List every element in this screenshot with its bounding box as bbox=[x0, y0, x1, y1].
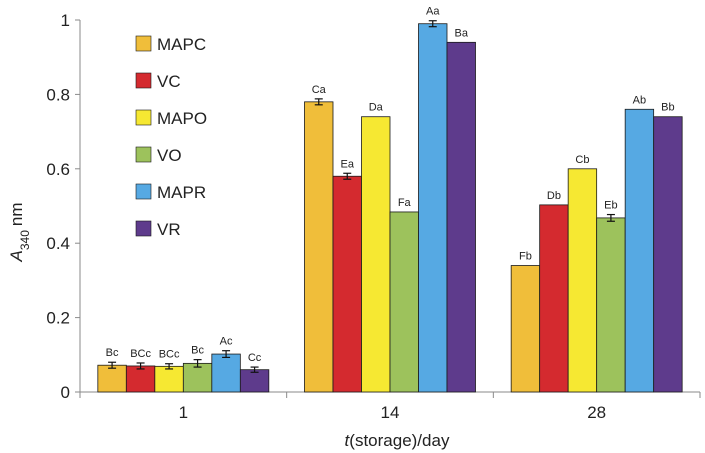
bar-vc-day-28 bbox=[539, 204, 569, 393]
y-axis-title-symbol: A bbox=[7, 250, 26, 262]
bar-mapr-day-1 bbox=[211, 353, 241, 393]
legend-swatch-mapc bbox=[135, 35, 152, 52]
y-tick-label: 0 bbox=[61, 383, 70, 402]
y-axis-title: A340 nm bbox=[7, 203, 32, 263]
y-axis-title-unit: nm bbox=[7, 203, 26, 227]
legend-label-mapo: MAPO bbox=[157, 109, 207, 128]
data-label: BCc bbox=[130, 348, 151, 360]
data-label: Ac bbox=[220, 336, 233, 348]
bars bbox=[97, 23, 683, 393]
data-label: Cb bbox=[575, 154, 589, 166]
legend-swatch-mapr bbox=[135, 183, 152, 200]
bar-vo-day-14 bbox=[389, 211, 419, 393]
data-labels: Bc BCc BCc Bc Ac Cc Ca Ea Da Fa Aa Ba Fb Db Cb Eb Ab Bb bbox=[106, 6, 675, 364]
x-axis-title: t(storage)/day bbox=[345, 431, 450, 450]
bar-mapc-day-1 bbox=[97, 364, 127, 393]
legend-swatch-vr bbox=[135, 220, 152, 237]
legend: MAPC VC MAPO VO MAPR VR bbox=[135, 35, 207, 239]
data-label: Fa bbox=[398, 197, 412, 209]
bar-vc-day-1 bbox=[125, 365, 156, 393]
data-label: Fb bbox=[519, 251, 532, 263]
legend-label-mapc: MAPC bbox=[157, 35, 206, 54]
y-tick-label: 0.6 bbox=[46, 160, 70, 179]
x-tick-label: 28 bbox=[587, 403, 606, 422]
legend-swatch-vo bbox=[135, 146, 152, 163]
data-label: Ba bbox=[455, 27, 469, 39]
data-label: Aa bbox=[426, 6, 440, 18]
bar-vc-day-14 bbox=[332, 175, 362, 393]
bar-vr-day-1 bbox=[239, 369, 270, 393]
legend-label-vc: VC bbox=[157, 72, 181, 91]
data-label: BCc bbox=[159, 349, 180, 361]
legend-label-vr: VR bbox=[157, 220, 181, 239]
legend-swatch-mapo bbox=[135, 109, 152, 126]
y-tick-label: 0.4 bbox=[46, 234, 70, 253]
data-label: Bc bbox=[106, 347, 119, 359]
legend-label-mapr: MAPR bbox=[157, 183, 206, 202]
y-axis-title-subscript: 340 bbox=[18, 230, 32, 250]
legend-swatch-vc bbox=[135, 72, 152, 89]
bar-mapo-day-28 bbox=[567, 168, 598, 393]
bar-vr-day-28 bbox=[653, 116, 683, 393]
bar-mapr-day-28 bbox=[624, 108, 655, 393]
data-label: Ca bbox=[312, 84, 327, 96]
axes: 0 0.2 0.4 0.6 0.8 1 1 14 28 bbox=[46, 11, 701, 422]
x-tick-label: 1 bbox=[179, 403, 188, 422]
bar-mapo-day-14 bbox=[361, 116, 391, 393]
x-axis-title-symbol: t bbox=[345, 431, 351, 450]
data-label: Bb bbox=[661, 102, 674, 114]
bar-mapc-day-14 bbox=[304, 101, 334, 393]
data-label: Eb bbox=[604, 200, 617, 212]
bar-mapc-day-28 bbox=[510, 265, 541, 393]
bar-vo-day-28 bbox=[596, 217, 626, 393]
y-tick-label: 0.8 bbox=[46, 85, 70, 104]
error-bars bbox=[108, 20, 615, 373]
bar-vo-day-1 bbox=[182, 362, 213, 393]
bar-vr-day-14 bbox=[446, 41, 476, 393]
bar-mapo-day-1 bbox=[154, 365, 184, 393]
y-tick-label: 1 bbox=[61, 11, 70, 30]
x-tick-label: 14 bbox=[381, 403, 400, 422]
legend-label-vo: VO bbox=[157, 146, 182, 165]
x-axis-title-rest: (storage)/day bbox=[349, 431, 450, 450]
data-label: Ea bbox=[341, 158, 355, 170]
data-label: Bc bbox=[191, 345, 204, 357]
data-label: Cc bbox=[248, 352, 262, 364]
bar-mapr-day-14 bbox=[418, 23, 448, 393]
data-label: Db bbox=[547, 190, 561, 202]
y-tick-label: 0.2 bbox=[46, 309, 70, 328]
data-label: Ab bbox=[633, 94, 646, 106]
data-label: Da bbox=[369, 102, 384, 114]
